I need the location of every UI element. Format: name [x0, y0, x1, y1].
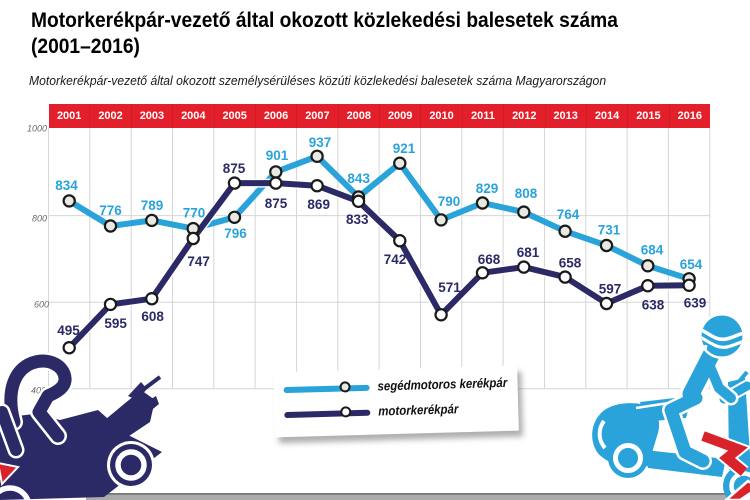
svg-text:654: 654: [680, 257, 703, 272]
svg-text:639: 639: [684, 296, 707, 311]
svg-text:808: 808: [515, 186, 538, 201]
svg-text:901: 901: [266, 148, 289, 163]
svg-text:597: 597: [599, 282, 622, 297]
svg-text:790: 790: [438, 194, 461, 209]
svg-text:800: 800: [32, 214, 47, 224]
svg-text:681: 681: [517, 245, 540, 260]
svg-text:875: 875: [265, 196, 288, 211]
svg-text:600: 600: [34, 300, 49, 310]
svg-text:921: 921: [393, 141, 416, 156]
svg-text:1000: 1000: [27, 124, 47, 134]
svg-text:747: 747: [187, 254, 210, 269]
svg-text:658: 658: [559, 256, 582, 271]
svg-text:843: 843: [347, 171, 370, 186]
svg-text:764: 764: [557, 207, 580, 222]
svg-text:731: 731: [598, 223, 621, 238]
svg-text:776: 776: [99, 203, 122, 218]
svg-text:638: 638: [642, 298, 665, 313]
svg-text:571: 571: [438, 280, 461, 295]
svg-text:742: 742: [384, 252, 407, 267]
svg-text:770: 770: [183, 206, 206, 221]
svg-text:668: 668: [478, 252, 501, 267]
svg-text:495: 495: [57, 323, 80, 338]
svg-text:869: 869: [307, 197, 330, 212]
svg-text:684: 684: [641, 243, 664, 258]
svg-text:937: 937: [309, 135, 332, 150]
svg-text:400: 400: [31, 386, 46, 396]
svg-text:608: 608: [141, 309, 164, 324]
svg-text:789: 789: [141, 198, 164, 213]
svg-text:595: 595: [104, 316, 127, 331]
svg-text:875: 875: [223, 161, 246, 176]
svg-text:834: 834: [55, 178, 78, 193]
svg-text:829: 829: [476, 181, 499, 196]
svg-text:833: 833: [346, 212, 369, 227]
svg-text:796: 796: [224, 226, 247, 241]
